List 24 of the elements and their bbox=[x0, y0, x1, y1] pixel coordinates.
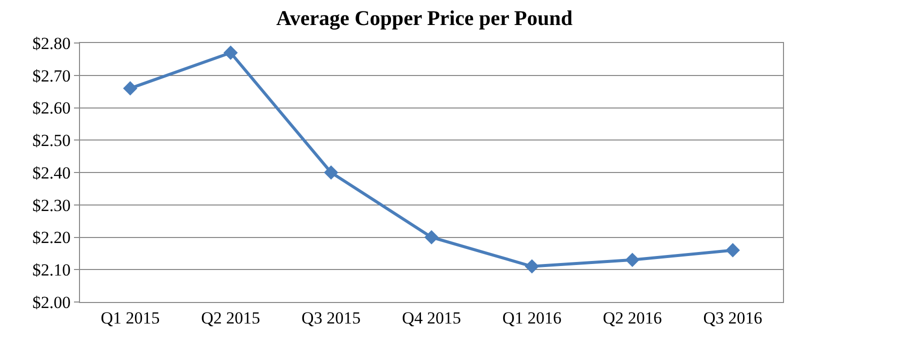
y-tick-label: $2.80 bbox=[32, 34, 71, 53]
chart-title: Average Copper Price per Pound bbox=[276, 6, 573, 30]
point bbox=[524, 259, 540, 274]
y-tick-label: $2.10 bbox=[32, 260, 71, 280]
x-tick-label: Q2 2015 bbox=[201, 308, 260, 328]
y-tick-label: $2.00 bbox=[32, 292, 71, 312]
x-tick-label: Q2 2016 bbox=[602, 308, 662, 328]
point bbox=[424, 230, 439, 244]
y-tick-label: $2.70 bbox=[32, 66, 71, 86]
point bbox=[324, 165, 338, 180]
point bbox=[625, 252, 640, 268]
x-tick-label: Q3 2015 bbox=[302, 308, 361, 328]
point bbox=[223, 46, 238, 60]
x-tick-label: Q1 2016 bbox=[502, 308, 562, 328]
y-tick-label: $2.40 bbox=[32, 163, 71, 182]
point bbox=[123, 81, 138, 96]
y-tick-label: $2.50 bbox=[32, 131, 71, 150]
x-tick-label: Q1 2015 bbox=[100, 308, 160, 328]
x-tick-label: Q4 2015 bbox=[402, 308, 462, 328]
y-tick-label: $2.30 bbox=[32, 196, 71, 215]
y-tick-label: $2.60 bbox=[32, 98, 71, 118]
x-tick-label: Q3 2016 bbox=[703, 308, 762, 328]
point bbox=[726, 243, 740, 258]
y-tick-label: $2.20 bbox=[32, 228, 71, 248]
